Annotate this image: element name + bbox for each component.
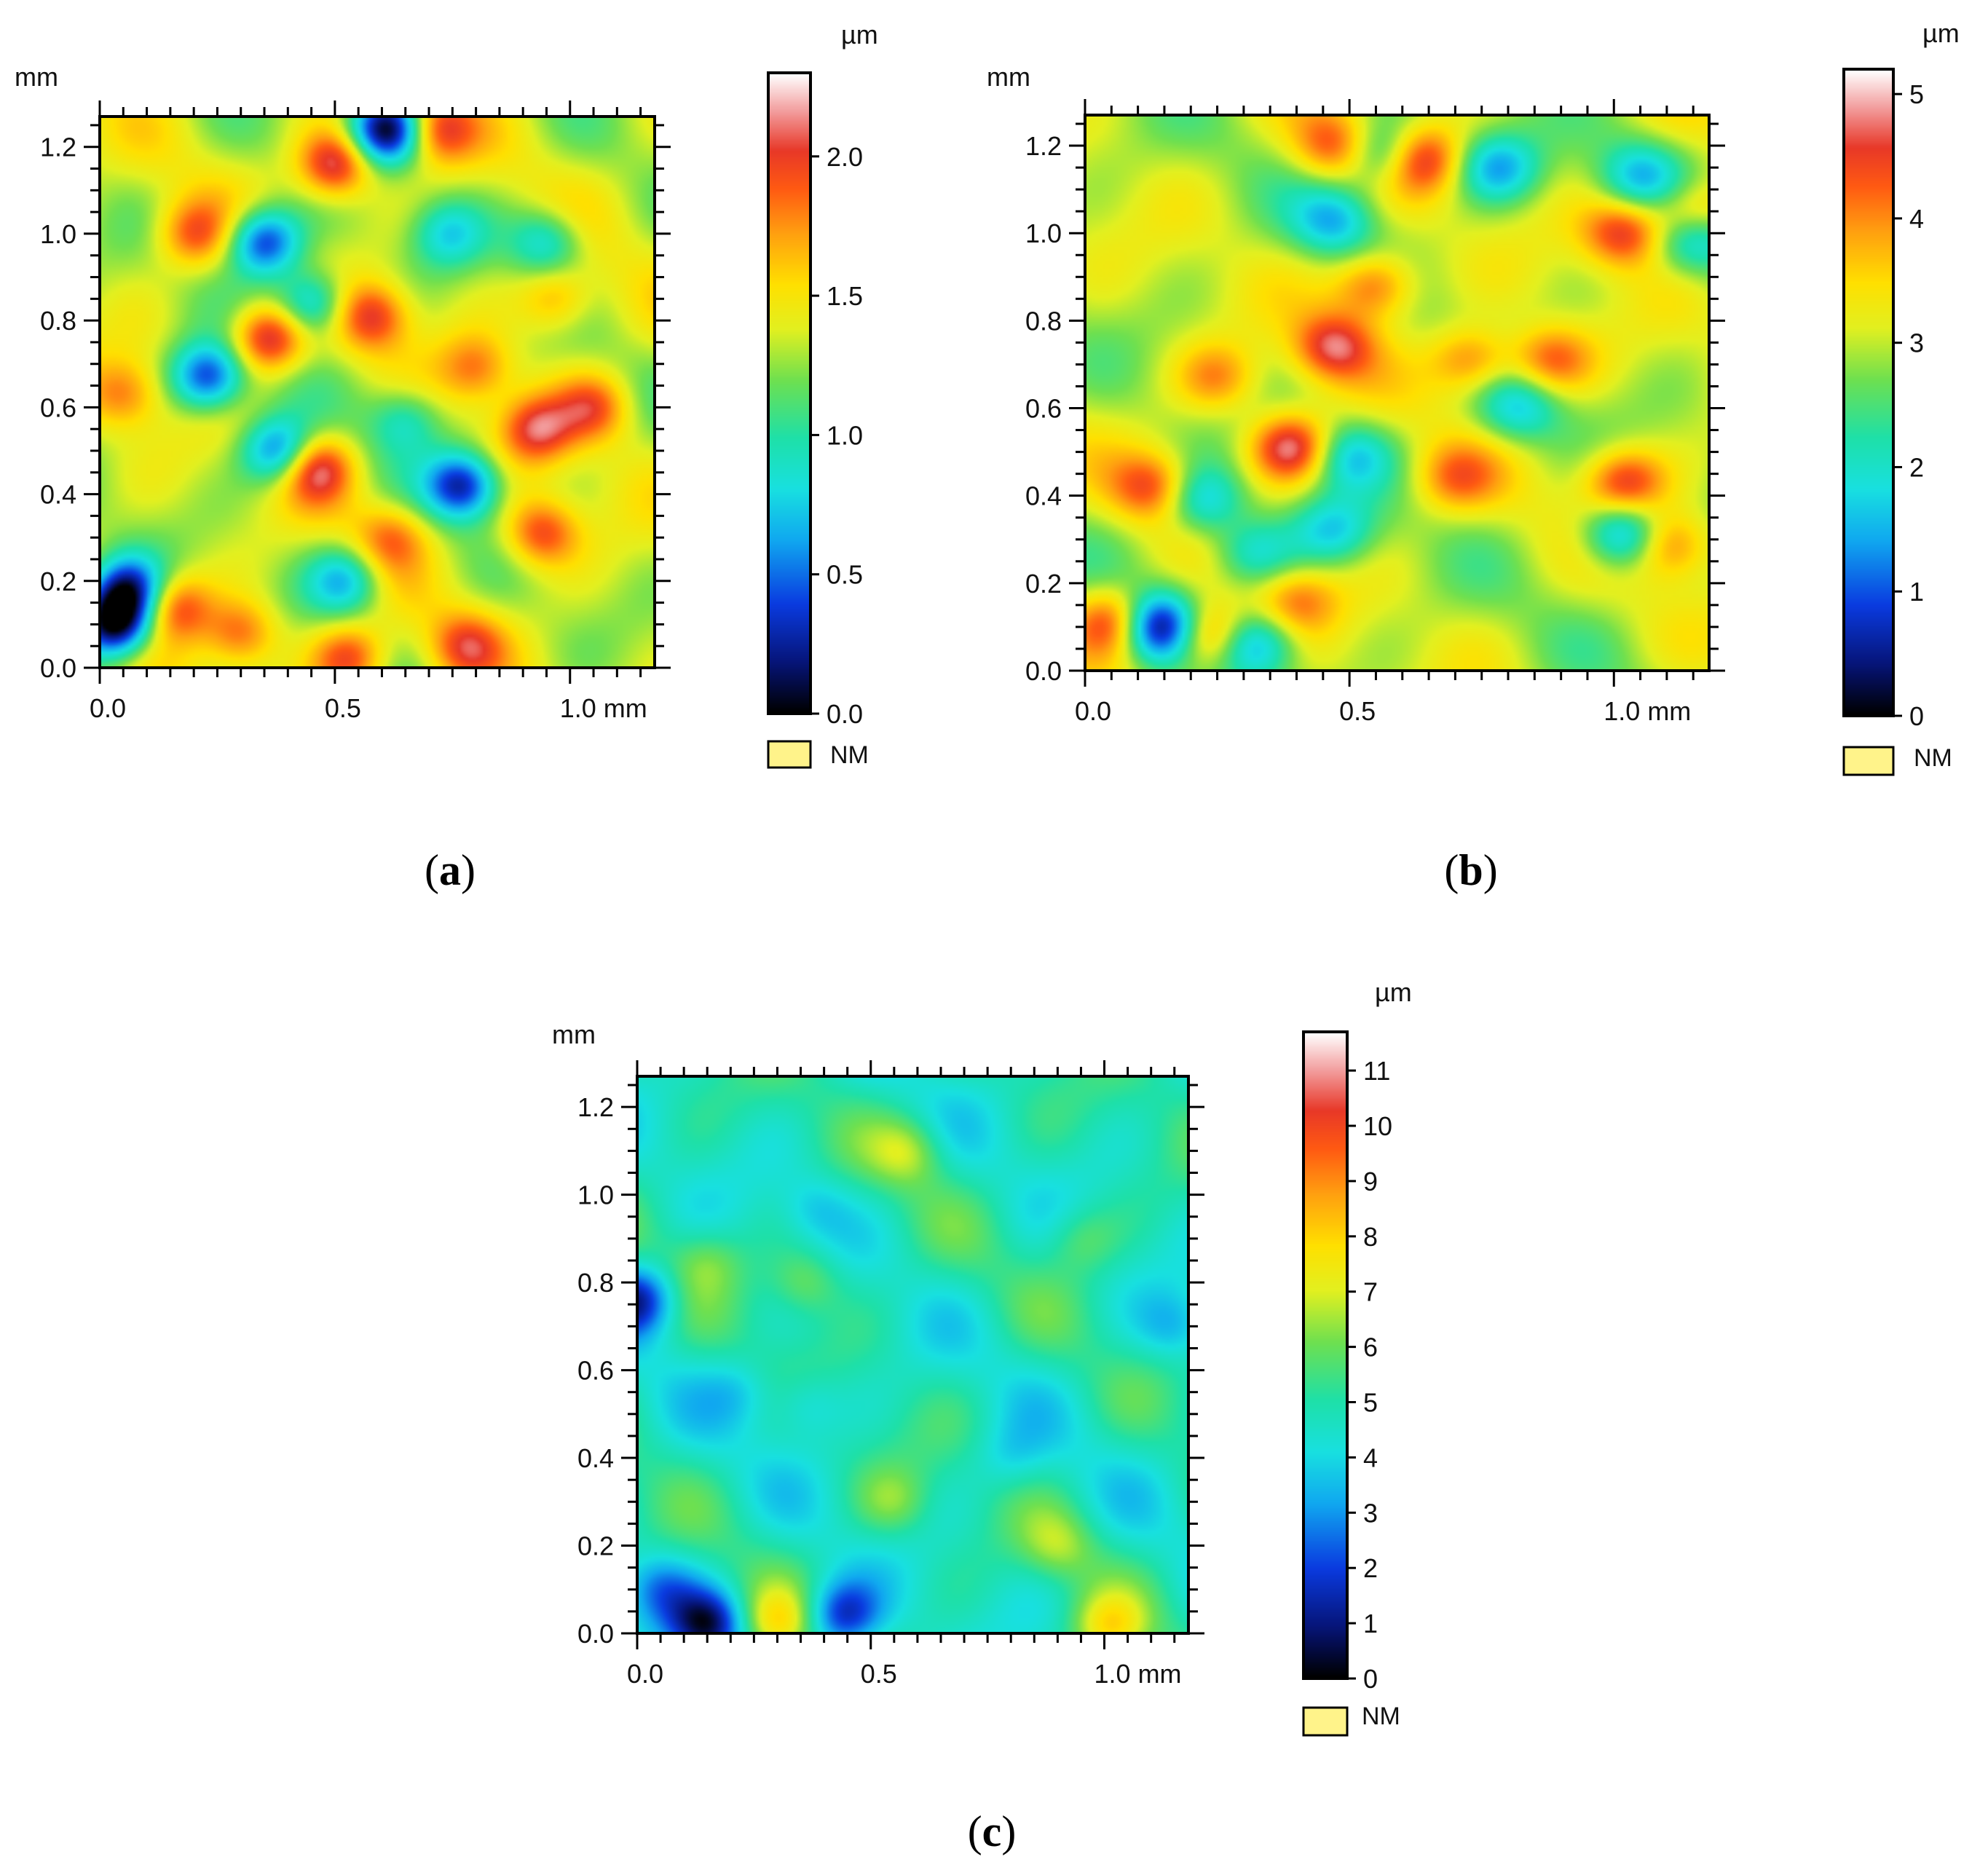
colorbar-tick-label: 4 (1363, 1443, 1378, 1472)
panel-a-nm-label: NM (830, 741, 869, 769)
colorbar-tick-label: 1.0 (827, 420, 863, 450)
colorbar-tick-label: 3 (1363, 1498, 1378, 1528)
colorbar-frame (1302, 1030, 1349, 1680)
panel-a-caption: (a) (425, 846, 476, 894)
colorbar-tick-label: 1 (1363, 1609, 1378, 1638)
colorbar-tick-label: 2.0 (827, 142, 863, 172)
y-tick-label: 0.0 (40, 653, 76, 683)
x-tick-label: 1.0 mm (1604, 696, 1691, 726)
nm-legend-swatch (1302, 1706, 1349, 1737)
panel-c-topography-map: mm µm NM (c) 0.0 0.5 1.0 mm 0.0 0.2 0.4 0.6 0.8… (552, 977, 1412, 1855)
panel-a-topography-map: mm µm NM (a) 0.0 0.5 1.0 mm 0.0 0.2 0.4 0.6 0.8… (15, 20, 878, 894)
y-tick-label: 1.2 (577, 1092, 614, 1122)
colorbar-tick-label: 0 (1909, 701, 1924, 731)
colorbar-tick-label: 7 (1363, 1277, 1378, 1307)
colorbar-tick-label: 3 (1909, 328, 1924, 358)
colorbar-gradient (1844, 69, 1893, 716)
panel-b-topography-map: mm µm NM (b) 0.0 0.5 1.0 mm 0.0 0.2 0.4 0.6 0.8… (987, 18, 1960, 894)
panel-b-caption: (b) (1444, 846, 1497, 894)
colorbar-tick-label: 0.5 (827, 560, 863, 590)
colorbar-gradient (1303, 1032, 1347, 1678)
heatmap-surface (1085, 115, 1709, 671)
y-tick-label: 1.2 (40, 133, 76, 162)
panel-c-colorbar-unit: µm (1375, 977, 1412, 1007)
colorbar-frame (767, 71, 812, 715)
y-tick-label: 1.0 (40, 219, 76, 249)
colorbar-tick-label: 11 (1363, 1056, 1390, 1086)
panel-b-y-unit: mm (987, 62, 1030, 92)
colorbar-tick-label: 5 (1363, 1388, 1378, 1418)
x-tick-label: 0.0 (90, 693, 126, 723)
x-tick-label: 0.0 (1075, 696, 1111, 726)
colorbar-tick-label: 2 (1909, 452, 1924, 482)
y-tick-label: 0.4 (577, 1443, 614, 1473)
panel-a-colorbar-unit: µm (841, 20, 878, 50)
nm-legend-swatch (767, 740, 812, 769)
x-tick-label: 1.0 mm (1094, 1659, 1182, 1689)
panel-b-nm-label: NM (1914, 744, 1952, 772)
colorbar-tick-label: 6 (1363, 1333, 1378, 1362)
y-tick-label: 1.0 (577, 1180, 614, 1210)
heatmap-surface (637, 1076, 1188, 1633)
plot-frame (1084, 114, 1711, 672)
colorbar-tick-label: 9 (1363, 1167, 1378, 1196)
x-tick-label: 0.5 (1339, 696, 1376, 726)
plot-frame (98, 115, 656, 669)
panel-a-y-unit: mm (15, 62, 58, 92)
panel-c-y-unit: mm (552, 1019, 596, 1049)
colorbar-tick-label: 2 (1363, 1553, 1378, 1583)
nm-legend-swatch (1842, 746, 1895, 776)
x-tick-label: 0.5 (325, 693, 361, 723)
y-tick-label: 0.4 (1025, 481, 1062, 511)
y-tick-label: 0.8 (1025, 306, 1062, 336)
y-tick-label: 0.0 (577, 1619, 614, 1649)
colorbar-gradient (768, 73, 810, 714)
y-tick-label: 0.2 (1025, 569, 1062, 599)
panel-c-caption: (c) (968, 1807, 1017, 1855)
y-tick-label: 0.2 (577, 1531, 614, 1561)
colorbar-tick-label: 8 (1363, 1222, 1378, 1252)
colorbar-tick-label: 10 (1363, 1111, 1392, 1141)
colorbar-tick-label: 0.0 (827, 699, 863, 729)
y-tick-label: 0.4 (40, 480, 76, 510)
x-tick-label: 1.0 mm (560, 693, 647, 723)
y-tick-label: 0.6 (40, 392, 76, 422)
colorbar-tick-label: 0 (1363, 1664, 1378, 1694)
colorbar-tick-label: 4 (1909, 204, 1924, 234)
y-tick-label: 0.0 (1025, 656, 1062, 686)
y-tick-label: 0.8 (577, 1268, 614, 1298)
y-tick-label: 0.6 (577, 1356, 614, 1386)
y-tick-label: 0.8 (40, 306, 76, 336)
y-tick-label: 0.6 (1025, 394, 1062, 424)
y-tick-label: 1.2 (1025, 131, 1062, 161)
y-tick-label: 0.2 (40, 567, 76, 596)
heatmap-surface (100, 117, 655, 668)
panel-b-colorbar-unit: µm (1922, 18, 1960, 48)
plot-frame (636, 1075, 1190, 1635)
y-tick-label: 1.0 (1025, 218, 1062, 248)
x-tick-label: 0.0 (627, 1659, 663, 1689)
colorbar-frame (1842, 68, 1895, 717)
panel-c-nm-label: NM (1362, 1703, 1400, 1730)
x-tick-label: 0.5 (861, 1659, 897, 1689)
colorbar-tick-label: 1 (1909, 577, 1924, 607)
colorbar-tick-label: 1.5 (827, 281, 863, 311)
colorbar-tick-label: 5 (1909, 79, 1924, 109)
